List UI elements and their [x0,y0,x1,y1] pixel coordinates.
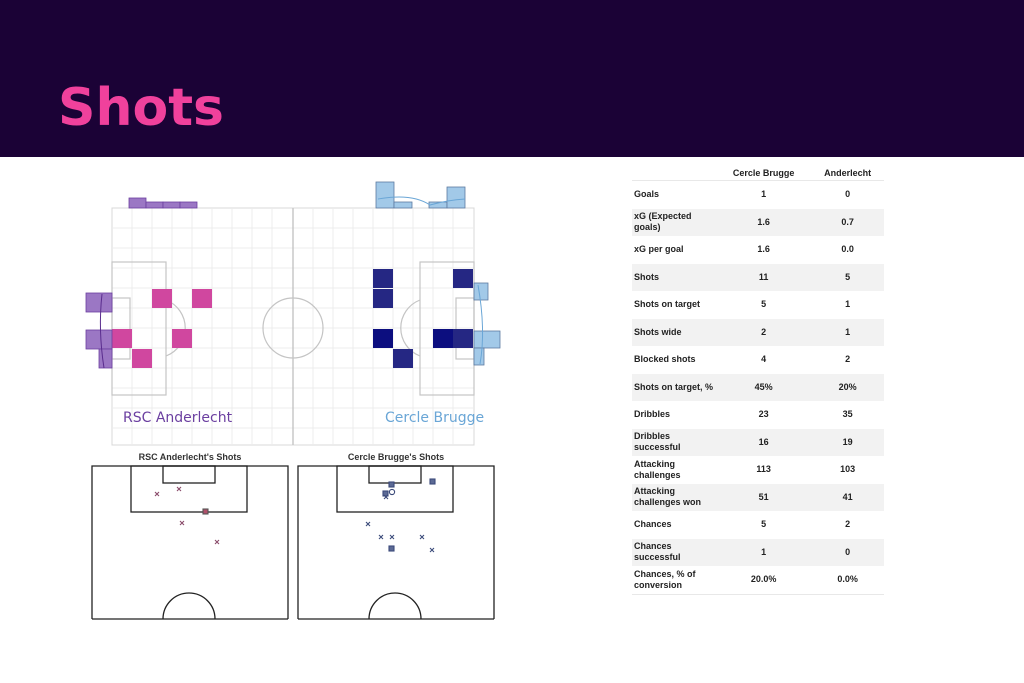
table-row: Shots on target 5 1 [632,291,884,319]
anderlecht-value: 19 [811,428,884,456]
table-row: Attacking challenges won 51 41 [632,483,884,511]
stats-table: Cercle Brugge Anderlecht Goals 1 0 xG (Exp… [632,166,884,595]
row-label: Goals [634,189,660,200]
row-label: Chances [634,519,672,530]
cercle-value: 16 [716,428,812,456]
cercle-value: 5 [761,299,767,310]
cercle-value: 51 [716,483,812,511]
shot-map-title-cercle: Cercle Brugge's Shots [347,452,445,462]
anderlecht-value: 2 [845,519,851,530]
row-label: Shots on target [634,299,701,310]
cercle-value: 23 [758,409,769,420]
anderlecht-value: 0.0% [811,566,884,595]
table-row: Dribbles successful 16 19 [632,428,884,456]
anderlecht-value: 0.0 [841,244,854,255]
team-label-anderlecht: RSC Anderlecht [123,410,233,426]
table-row: Shots on target, % 45% 20% [632,373,884,401]
table-row: Shots 11 5 [632,263,884,291]
cercle-value: 11 [716,263,812,291]
anderlecht-histograms [85,197,198,369]
cercle-heat-cells [373,269,473,368]
table-row: Chances successful 1 0 [632,538,884,566]
stats-header-cercle: Cercle Brugge [716,166,812,181]
anderlecht-value: 1 [845,299,851,310]
row-label: xG (Expected goals) [632,208,716,236]
cercle-value: 1 [716,538,812,566]
row-label: xG per goal [634,244,684,255]
row-label: Chances successful [632,538,716,566]
cercle-value: 1 [761,189,767,200]
row-label: Shots on target, % [632,373,716,401]
cercle-value: 20.0% [716,566,812,595]
anderlecht-value: 0.7 [811,208,884,236]
header-banner: Shots [0,0,1024,157]
heat-pitch [111,207,475,446]
anderlecht-heat-cells [112,289,212,368]
anderlecht-value: 1 [811,318,884,346]
row-label: Chances, % of conversion [632,566,716,595]
anderlecht-value: 2 [845,354,851,365]
table-row: Attacking challenges 113 103 [632,456,884,484]
anderlecht-value: 0 [811,538,884,566]
table-row: Shots wide 2 1 [632,318,884,346]
cercle-value: 1.6 [757,244,770,255]
cercle-histograms [375,181,501,366]
row-label: Attacking challenges won [632,483,716,511]
row-label: Attacking challenges [634,458,681,480]
anderlecht-value: 41 [811,483,884,511]
pitch-visualization [85,181,501,446]
stats-header-anderlecht: Anderlecht [811,166,884,181]
cercle-value: 113 [756,464,771,475]
row-label: Dribbles [634,409,671,420]
table-row: Goals 1 0 [632,181,884,209]
row-label: Shots [632,263,716,291]
table-row: Chances, % of conversion 20.0% 0.0% [632,566,884,595]
anderlecht-value: 5 [811,263,884,291]
table-row: Blocked shots 4 2 [632,346,884,374]
shot-map-title-anderlecht: RSC Anderlecht's Shots [138,452,242,462]
cercle-value: 4 [761,354,767,365]
anderlecht-value: 20% [811,373,884,401]
stats-header-row: Cercle Brugge Anderlecht [632,166,884,181]
anderlecht-value: 35 [842,409,853,420]
table-row: xG per goal 1.6 0.0 [632,236,884,264]
cercle-value: 5 [761,519,767,530]
page-title: Shots [58,78,225,138]
table-row: xG (Expected goals) 1.6 0.7 [632,208,884,236]
cercle-value: 45% [716,373,812,401]
row-label: Shots wide [632,318,716,346]
anderlecht-value: 0 [845,189,851,200]
table-row: Chances 5 2 [632,511,884,539]
cercle-value: 2 [716,318,812,346]
cercle-value: 1.6 [716,208,812,236]
table-row: Dribbles 23 35 [632,401,884,429]
team-label-cercle: Cercle Brugge [385,410,485,426]
stats-header-blank [632,166,716,181]
anderlecht-value: 103 [840,464,856,475]
row-label: Blocked shots [634,354,696,365]
row-label: Dribbles successful [632,428,716,456]
